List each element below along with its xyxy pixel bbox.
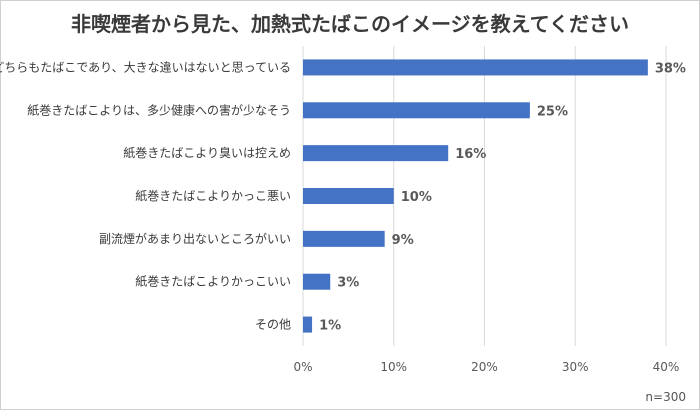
category-label: 紙巻きたばこよりかっこ悪い bbox=[135, 188, 291, 203]
chart-title: 非喫煙者から見た、加熱式たばこのイメージを教えてください bbox=[71, 12, 629, 36]
category-label: 紙巻きたばこよりは、多少健康への害が少なそう bbox=[27, 102, 291, 117]
bar bbox=[303, 273, 331, 290]
bar bbox=[303, 102, 530, 119]
x-tick-label: 20% bbox=[471, 360, 498, 374]
bar bbox=[303, 145, 449, 162]
x-tick-label: 0% bbox=[293, 360, 312, 374]
data-label: 38% bbox=[655, 61, 686, 76]
x-tick-label: 10% bbox=[380, 360, 407, 374]
data-label: 9% bbox=[392, 233, 414, 248]
category-label: どちらもたばこであり、大きな違いはないと思っている bbox=[0, 60, 291, 74]
x-tick-label: 40% bbox=[653, 360, 680, 374]
data-label: 1% bbox=[319, 319, 341, 334]
bar bbox=[303, 316, 313, 333]
data-label: 25% bbox=[537, 104, 568, 119]
bar bbox=[303, 59, 648, 76]
sample-size-note: n=300 bbox=[645, 390, 686, 404]
data-label: 10% bbox=[401, 190, 432, 205]
category-label: その他 bbox=[255, 318, 291, 332]
data-label: 3% bbox=[337, 276, 359, 291]
category-label: 副流煙があまり出ないところがいい bbox=[99, 231, 291, 246]
data-label: 16% bbox=[455, 147, 486, 162]
x-tick-label: 30% bbox=[562, 360, 589, 374]
bar bbox=[303, 188, 394, 204]
bar bbox=[303, 230, 385, 247]
category-label: 紙巻きたばこより臭いは控えめ bbox=[123, 145, 291, 160]
category-label: 紙巻きたばこよりかっこいい bbox=[135, 274, 291, 289]
